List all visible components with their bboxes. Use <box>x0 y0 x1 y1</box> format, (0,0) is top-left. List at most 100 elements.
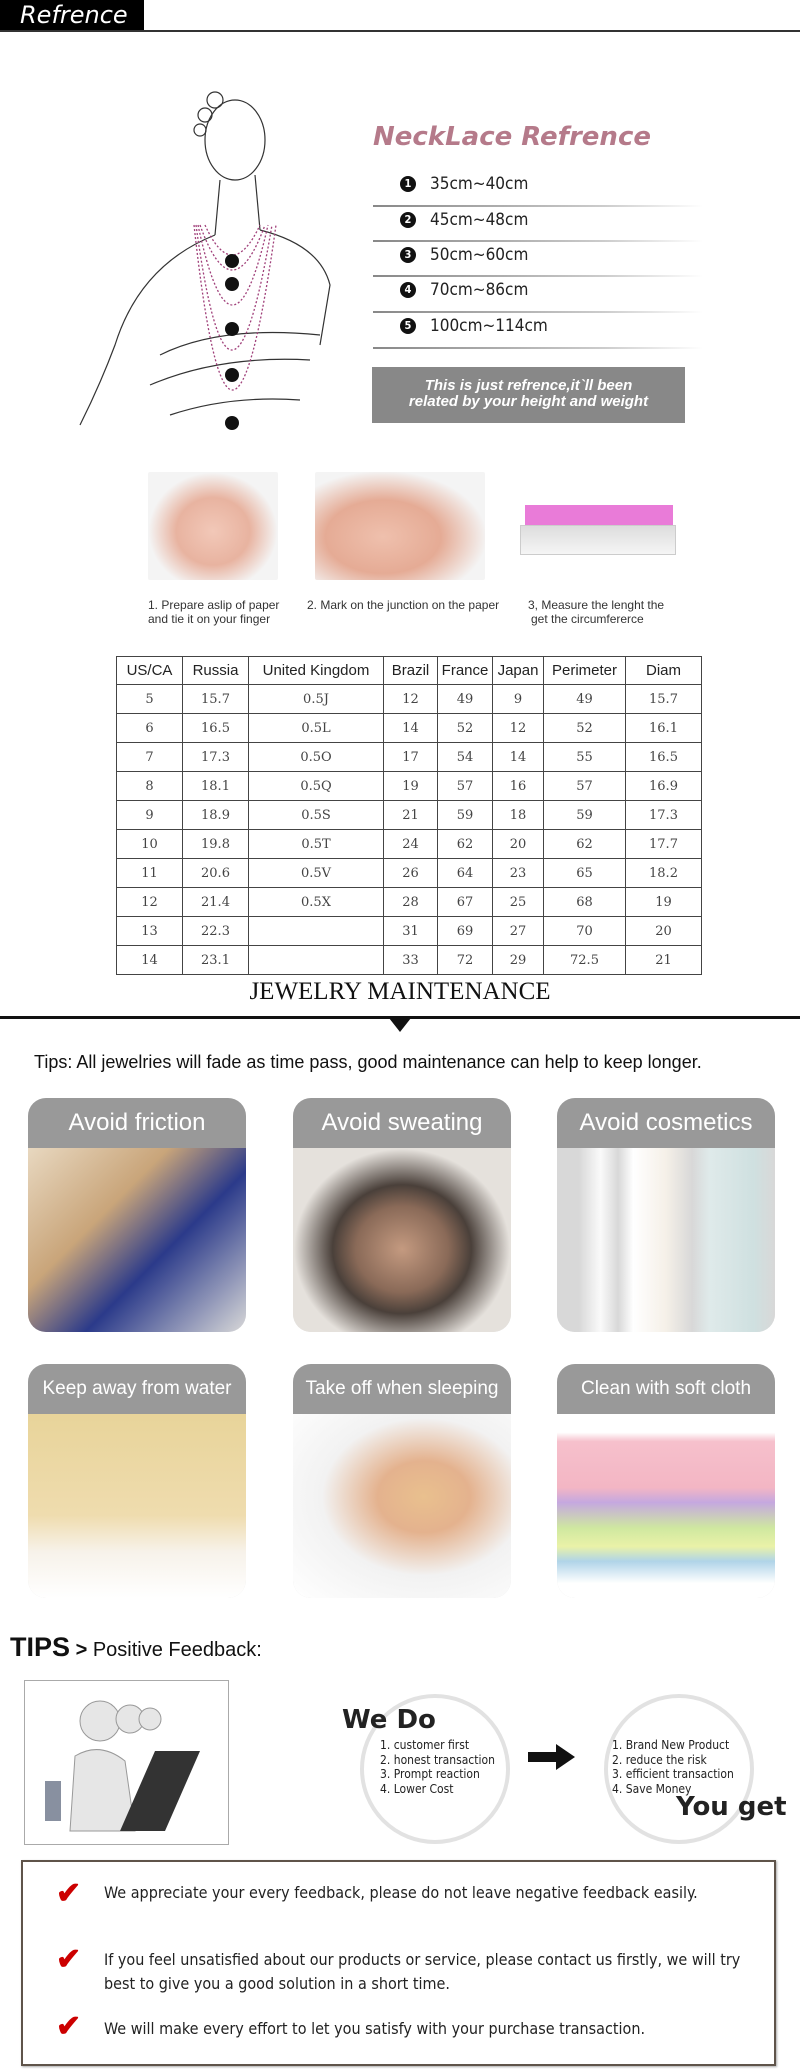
table-cell: 19 <box>625 887 702 917</box>
table-cell: 0.5S <box>248 800 384 830</box>
care-card: Avoid sweating <box>293 1098 511 1332</box>
table-cell: 0.5X <box>248 887 384 917</box>
table-cell: 64 <box>437 858 493 888</box>
table-cell: 14 <box>116 945 183 975</box>
feedback-notes-box <box>21 1860 776 2066</box>
you-get-circle <box>604 1694 754 1844</box>
table-cell: 26 <box>383 858 438 888</box>
necklace-length-item: 1 35cm~40cm <box>400 166 700 201</box>
table-cell: 17.3 <box>625 800 702 830</box>
triangle-down-icon <box>389 1018 411 1032</box>
table-cell: 19.8 <box>182 829 249 859</box>
table-cell: 55 <box>543 742 626 772</box>
column-header: Diam <box>625 656 702 685</box>
table-cell: 54 <box>437 742 493 772</box>
table-cell: 13 <box>116 916 183 946</box>
table-cell: 33 <box>383 945 438 975</box>
table-cell: 29 <box>492 945 544 975</box>
table-cell: 52 <box>543 713 626 743</box>
necklace-length-item: 2 45cm~48cm <box>400 202 700 237</box>
column-header: Brazil <box>383 656 438 685</box>
number-badge: 2 <box>400 211 416 228</box>
necklace-title: NeckLace Refrence <box>373 122 651 152</box>
column-header: Perimeter <box>543 656 626 685</box>
table-cell: 21 <box>383 800 438 830</box>
column-header: Russia <box>182 656 249 685</box>
table-cell: 31 <box>383 916 438 946</box>
necklace-length-item: 5 100cm~114cm <box>400 308 700 343</box>
card-label: Avoid cosmetics <box>557 1098 775 1148</box>
length-range: 100cm~114cm <box>430 315 548 336</box>
number-badge: 1 <box>400 175 416 192</box>
arrow-right-icon <box>528 1744 575 1770</box>
feedback-note: We appreciate your every feedback, pleas… <box>104 1883 698 1902</box>
table-cell: 49 <box>543 684 626 714</box>
column-header: US/CA <box>116 656 183 685</box>
cosmetics-photo <box>557 1148 775 1332</box>
table-cell: 24 <box>383 829 438 859</box>
care-card: Avoid cosmetics <box>557 1098 775 1332</box>
maintenance-divider <box>0 1016 800 1019</box>
table-cell <box>248 916 384 946</box>
section-header-reference: Refrence <box>0 0 144 30</box>
header-divider <box>0 30 800 32</box>
divider <box>373 205 703 207</box>
table-row: 13 22.3 31 69 27 70 20 <box>116 916 702 946</box>
table-cell: 16 <box>492 771 544 801</box>
table-cell: 11 <box>116 858 183 888</box>
table-cell: 57 <box>543 771 626 801</box>
divider <box>373 240 703 242</box>
table-row: 14 23.1 33 72 29 72.5 21 <box>116 945 702 975</box>
table-row: 9 18.9 0.5S 21 59 18 59 17.3 <box>116 800 702 830</box>
table-cell: 72 <box>437 945 493 975</box>
table-row: 12 21.4 0.5X 28 67 25 68 19 <box>116 887 702 917</box>
ring-size-table: US/CA Russia United Kingdom Brazil France Jap… <box>116 656 702 975</box>
divider <box>373 311 703 313</box>
marking-paper-photo <box>315 472 485 580</box>
table-row: 5 15.7 0.5J 12 49 9 49 15.7 <box>116 684 702 714</box>
table-cell: 72.5 <box>543 945 626 975</box>
table-cell: 18.1 <box>182 771 249 801</box>
table-cell: 12 <box>383 684 438 714</box>
length-range: 50cm~60cm <box>430 244 529 265</box>
dishwashing-photo <box>28 1148 246 1332</box>
card-label: Avoid sweating <box>293 1098 511 1148</box>
table-cell: 0.5Q <box>248 771 384 801</box>
divider <box>373 347 703 349</box>
table-row: 10 19.8 0.5T 24 62 20 62 17.7 <box>116 829 702 859</box>
table-header-row: US/CA Russia United Kingdom Brazil France Jap… <box>116 656 702 685</box>
table-cell: 17.7 <box>625 829 702 859</box>
table-cell: 25 <box>492 887 544 917</box>
sweating-photo <box>293 1148 511 1332</box>
maintenance-title: JEWELRY MAINTENANCE <box>249 978 551 1005</box>
care-card: Clean with soft cloth <box>557 1364 775 1598</box>
table-cell: 9 <box>116 800 183 830</box>
customer-service-illustration <box>24 1680 229 1845</box>
length-range: 35cm~40cm <box>430 173 529 194</box>
reference-note: This is just refrence,it`ll been related … <box>372 367 685 423</box>
necklace-model-sketch <box>79 91 331 430</box>
table-cell: 23.1 <box>182 945 249 975</box>
table-cell: 15.7 <box>625 684 702 714</box>
table-cell: 52 <box>437 713 493 743</box>
table-cell: 9 <box>492 684 544 714</box>
sleeping-photo <box>293 1414 511 1598</box>
table-cell: 17 <box>383 742 438 772</box>
table-cell: 20.6 <box>182 858 249 888</box>
number-badge: 4 <box>400 281 416 298</box>
feedback-heading: TIPS > Positive Feedback: <box>10 1632 262 1662</box>
table-cell: 18.2 <box>625 858 702 888</box>
table-cell: 14 <box>492 742 544 772</box>
feedback-note: We will make every effort to let you sat… <box>104 2019 646 2038</box>
table-cell: 16.5 <box>625 742 702 772</box>
table-cell: 16.5 <box>182 713 249 743</box>
table-cell: 21.4 <box>182 887 249 917</box>
we-do-list: 1. customer first 2. honest transaction 3.… <box>380 1738 495 1796</box>
table-cell: 70 <box>543 916 626 946</box>
table-cell: 23 <box>492 858 544 888</box>
table-cell: 16.1 <box>625 713 702 743</box>
table-cell: 68 <box>543 887 626 917</box>
support-agents-icon <box>45 1700 200 1832</box>
table-cell: 7 <box>116 742 183 772</box>
paper-strip <box>525 505 673 525</box>
